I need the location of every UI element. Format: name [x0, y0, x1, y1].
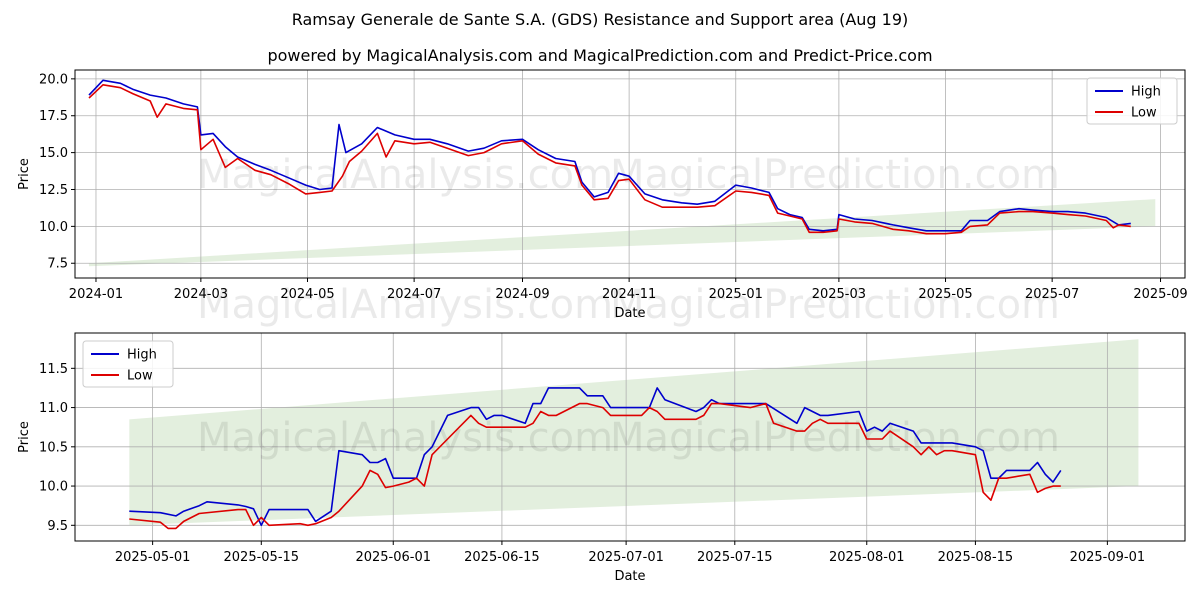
y-tick-label: 7.5: [47, 257, 68, 272]
y-tick-label: 15.0: [39, 146, 68, 161]
legend-label-low: Low: [127, 369, 153, 384]
x-tick-label: 2024-03: [174, 287, 228, 302]
legend-label-high: High: [127, 348, 157, 363]
y-axis-label: Price: [17, 421, 32, 453]
axes-frame: [74, 69, 1186, 279]
y-tick-label: 11.5: [39, 362, 68, 377]
x-tick-label: 2024-11: [602, 287, 656, 302]
x-tick-label: 2025-07: [1025, 287, 1079, 302]
x-tick-label: 2025-03: [812, 287, 866, 302]
watermark-text: MagicalPrediction.com: [610, 282, 1060, 328]
legend: High Low: [1086, 77, 1178, 125]
x-tick-label: 2025-05: [918, 287, 972, 302]
x-tick-label: 2025-07-15: [697, 550, 773, 565]
watermark-text: MagicalPrediction.com: [610, 415, 1060, 461]
series-line-low: [129, 402, 1061, 530]
support-resistance-band: [129, 339, 1139, 526]
series-line-high: [129, 387, 1062, 527]
x-tick-label: 2025-09-01: [1070, 550, 1146, 565]
y-tick-label: 10.5: [39, 440, 68, 455]
legend-label-high: High: [1131, 85, 1161, 100]
x-tick-label: 2025-01: [709, 287, 763, 302]
y-tick-label: 9.5: [47, 519, 68, 534]
watermark-text: MagicalAnalysis.com: [197, 152, 613, 198]
x-tick-label: 2024-01: [69, 287, 123, 302]
x-tick-label: 2025-05-15: [224, 550, 300, 565]
x-tick-label: 2024-09: [495, 287, 549, 302]
chart-title: Ramsay Generale de Sante S.A. (GDS) Resi…: [291, 10, 909, 29]
x-tick-label: 2025-07-01: [588, 550, 664, 565]
y-tick-label: 10.0: [39, 480, 68, 495]
watermark-text: MagicalAnalysis.com: [197, 282, 613, 328]
y-tick-label: 11.0: [39, 401, 68, 416]
x-tick-label: 2024-07: [387, 287, 441, 302]
x-tick-label: 2024-05: [280, 287, 334, 302]
x-axis-label: Date: [614, 306, 645, 321]
x-tick-label: 2025-08-15: [938, 550, 1014, 565]
y-tick-label: 20.0: [39, 72, 68, 87]
y-tick-label: 12.5: [39, 183, 68, 198]
chart-2: MagicalAnalysis.comMagicalPrediction.com…: [17, 332, 1186, 584]
x-axis-label: Date: [614, 569, 645, 584]
watermark-text: MagicalAnalysis.com: [197, 415, 613, 461]
chart-subtitle: powered by MagicalAnalysis.com and Magic…: [267, 46, 933, 65]
series-line-low: [88, 84, 1131, 235]
x-tick-label: 2025-08-01: [829, 550, 905, 565]
legend: High Low: [82, 340, 174, 388]
x-tick-label: 2025-06-01: [355, 550, 431, 565]
axes-frame: [74, 332, 1186, 542]
chart-1: MagicalAnalysis.comMagicalPrediction.com…: [17, 69, 1188, 328]
y-axis-label: Price: [17, 158, 32, 190]
watermark-text: MagicalPrediction.com: [610, 152, 1060, 198]
y-tick-label: 10.0: [39, 220, 68, 235]
y-tick-label: 17.5: [39, 109, 68, 124]
legend-label-low: Low: [1131, 106, 1157, 121]
support-resistance-band: [88, 199, 1156, 267]
series-line-high: [88, 79, 1131, 232]
x-tick-label: 2025-06-15: [464, 550, 540, 565]
x-tick-label: 2025-09: [1133, 287, 1187, 302]
x-tick-label: 2025-05-01: [115, 550, 191, 565]
